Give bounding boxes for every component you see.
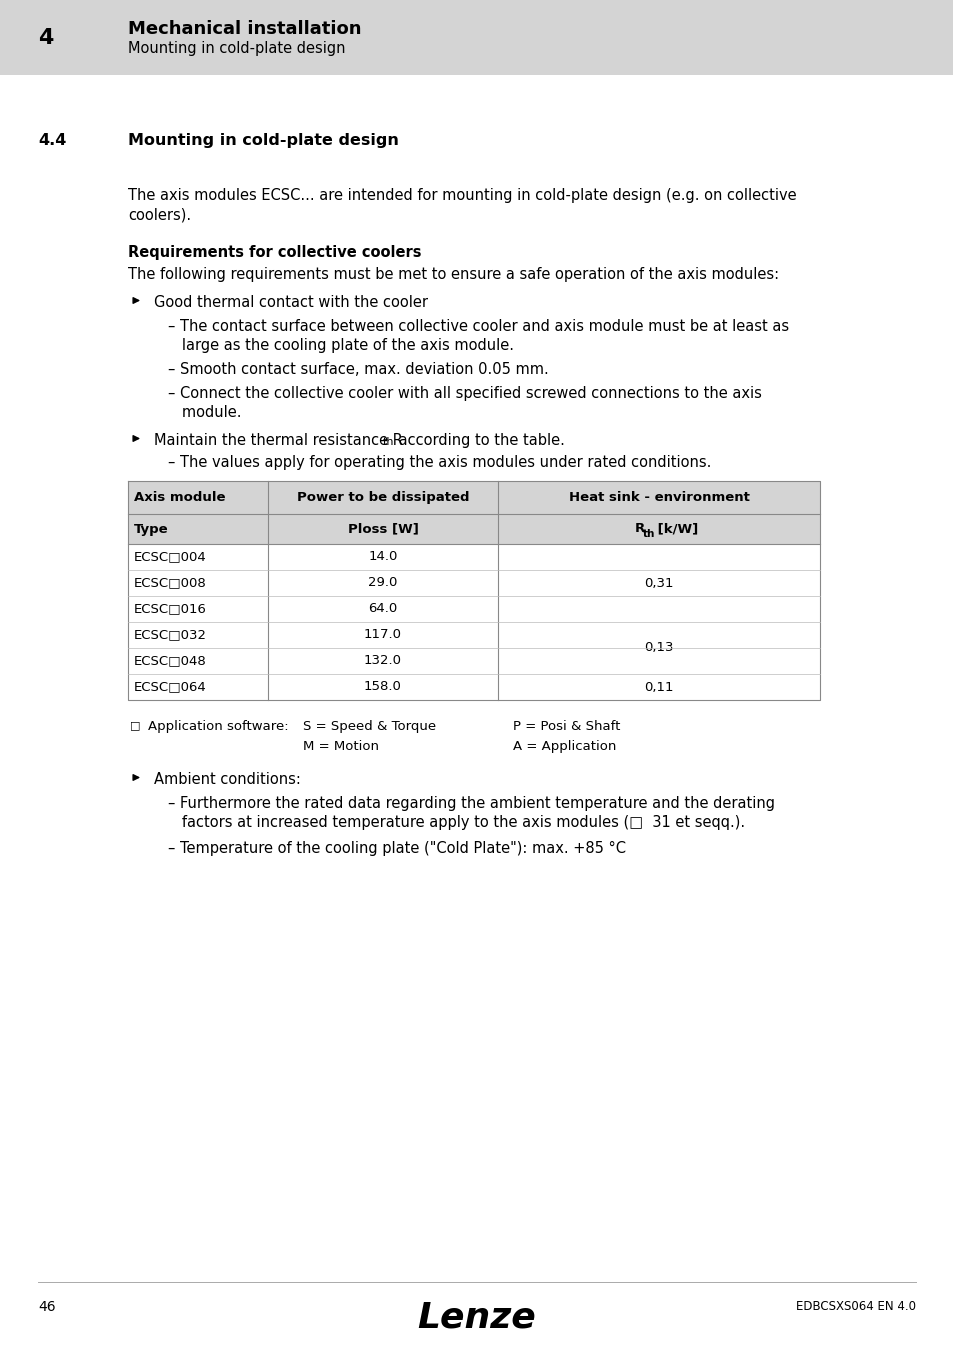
Text: ECSC□032: ECSC□032 bbox=[133, 629, 207, 641]
Text: 132.0: 132.0 bbox=[364, 655, 401, 667]
Text: 14.0: 14.0 bbox=[368, 551, 397, 563]
Text: The following requirements must be met to ensure a safe operation of the axis mo: The following requirements must be met t… bbox=[128, 267, 779, 282]
Text: – Connect the collective cooler with all specified screwed connections to the ax: – Connect the collective cooler with all… bbox=[168, 386, 761, 401]
Text: P = Posi & Shaft: P = Posi & Shaft bbox=[513, 720, 619, 733]
Bar bbox=[128, 514, 820, 544]
Text: S = Speed & Torque: S = Speed & Torque bbox=[303, 720, 436, 733]
Text: Requirements for collective coolers: Requirements for collective coolers bbox=[128, 244, 421, 261]
Text: 117.0: 117.0 bbox=[364, 629, 401, 641]
Text: M = Motion: M = Motion bbox=[303, 740, 378, 753]
Text: according to the table.: according to the table. bbox=[394, 433, 564, 448]
Bar bbox=[128, 648, 820, 674]
Text: Mounting in cold-plate design: Mounting in cold-plate design bbox=[128, 134, 398, 148]
Text: th: th bbox=[382, 437, 395, 447]
Text: 4.4: 4.4 bbox=[38, 134, 67, 148]
Text: ECSC□016: ECSC□016 bbox=[133, 602, 207, 616]
Text: [k/W]: [k/W] bbox=[652, 522, 698, 536]
Text: Ambient conditions:: Ambient conditions: bbox=[153, 772, 300, 787]
Text: th: th bbox=[642, 529, 655, 539]
Text: Maintain the thermal resistance R: Maintain the thermal resistance R bbox=[153, 433, 402, 448]
Text: The axis modules ECSC... are intended for mounting in cold-plate design (e.g. on: The axis modules ECSC... are intended fo… bbox=[128, 188, 796, 202]
Text: 29.0: 29.0 bbox=[368, 576, 397, 590]
Bar bbox=[128, 622, 820, 648]
Bar bbox=[128, 544, 820, 570]
Text: ECSC□048: ECSC□048 bbox=[133, 655, 207, 667]
Bar bbox=[128, 481, 820, 514]
Text: □: □ bbox=[130, 720, 140, 730]
Text: Type: Type bbox=[133, 522, 169, 536]
Text: A = Application: A = Application bbox=[513, 740, 616, 753]
Text: Mounting in cold-plate design: Mounting in cold-plate design bbox=[128, 40, 345, 55]
Text: R: R bbox=[635, 522, 644, 536]
Text: Power to be dissipated: Power to be dissipated bbox=[296, 491, 469, 504]
Text: Ploss [W]: Ploss [W] bbox=[347, 522, 418, 536]
Bar bbox=[0, 0, 953, 76]
Text: – Temperature of the cooling plate ("Cold Plate"): max. +85 °C: – Temperature of the cooling plate ("Col… bbox=[168, 841, 625, 856]
Text: module.: module. bbox=[168, 405, 241, 420]
Text: EDBCSXS064 EN 4.0: EDBCSXS064 EN 4.0 bbox=[795, 1300, 915, 1314]
Text: large as the cooling plate of the axis module.: large as the cooling plate of the axis m… bbox=[168, 338, 514, 352]
Text: Heat sink - environment: Heat sink - environment bbox=[568, 491, 749, 504]
Text: factors at increased temperature apply to the axis modules (□  31 et seqq.).: factors at increased temperature apply t… bbox=[168, 815, 744, 830]
Text: ECSC□008: ECSC□008 bbox=[133, 576, 207, 590]
Text: – The values apply for operating the axis modules under rated conditions.: – The values apply for operating the axi… bbox=[168, 455, 711, 470]
Text: Application software:: Application software: bbox=[148, 720, 289, 733]
Bar bbox=[128, 570, 820, 595]
Text: 0,31: 0,31 bbox=[643, 576, 673, 590]
Text: – The contact surface between collective cooler and axis module must be at least: – The contact surface between collective… bbox=[168, 319, 788, 333]
Text: Axis module: Axis module bbox=[133, 491, 225, 504]
Bar bbox=[128, 674, 820, 701]
Text: ECSC□004: ECSC□004 bbox=[133, 551, 207, 563]
Text: 0,11: 0,11 bbox=[643, 680, 673, 694]
Text: 0,13: 0,13 bbox=[643, 641, 673, 655]
Text: 4: 4 bbox=[38, 27, 53, 47]
Text: 158.0: 158.0 bbox=[364, 680, 401, 694]
Text: Mechanical installation: Mechanical installation bbox=[128, 20, 361, 39]
Bar bbox=[128, 595, 820, 622]
Text: 64.0: 64.0 bbox=[368, 602, 397, 616]
Text: – Smooth contact surface, max. deviation 0.05 mm.: – Smooth contact surface, max. deviation… bbox=[168, 362, 548, 377]
Text: coolers).: coolers). bbox=[128, 207, 191, 221]
Text: Good thermal contact with the cooler: Good thermal contact with the cooler bbox=[153, 296, 428, 310]
Text: Lenze: Lenze bbox=[417, 1300, 536, 1334]
Text: ECSC□064: ECSC□064 bbox=[133, 680, 207, 694]
Text: 46: 46 bbox=[38, 1300, 55, 1314]
Text: – Furthermore the rated data regarding the ambient temperature and the derating: – Furthermore the rated data regarding t… bbox=[168, 796, 774, 811]
